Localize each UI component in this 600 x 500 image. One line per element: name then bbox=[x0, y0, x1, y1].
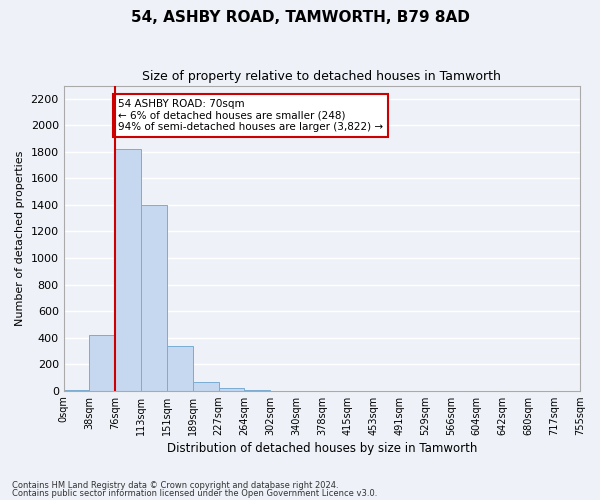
Text: Contains public sector information licensed under the Open Government Licence v3: Contains public sector information licen… bbox=[12, 488, 377, 498]
Y-axis label: Number of detached properties: Number of detached properties bbox=[15, 150, 25, 326]
Text: 54, ASHBY ROAD, TAMWORTH, B79 8AD: 54, ASHBY ROAD, TAMWORTH, B79 8AD bbox=[131, 10, 469, 25]
Bar bbox=[193, 382, 218, 390]
X-axis label: Distribution of detached houses by size in Tamworth: Distribution of detached houses by size … bbox=[167, 442, 477, 455]
Bar bbox=[141, 205, 167, 390]
Bar bbox=[218, 388, 244, 390]
Bar bbox=[115, 149, 141, 390]
Title: Size of property relative to detached houses in Tamworth: Size of property relative to detached ho… bbox=[142, 70, 501, 83]
Bar bbox=[89, 335, 115, 390]
Bar bbox=[167, 346, 193, 391]
Text: Contains HM Land Registry data © Crown copyright and database right 2024.: Contains HM Land Registry data © Crown c… bbox=[12, 481, 338, 490]
Text: 54 ASHBY ROAD: 70sqm
← 6% of detached houses are smaller (248)
94% of semi-detac: 54 ASHBY ROAD: 70sqm ← 6% of detached ho… bbox=[118, 99, 383, 132]
